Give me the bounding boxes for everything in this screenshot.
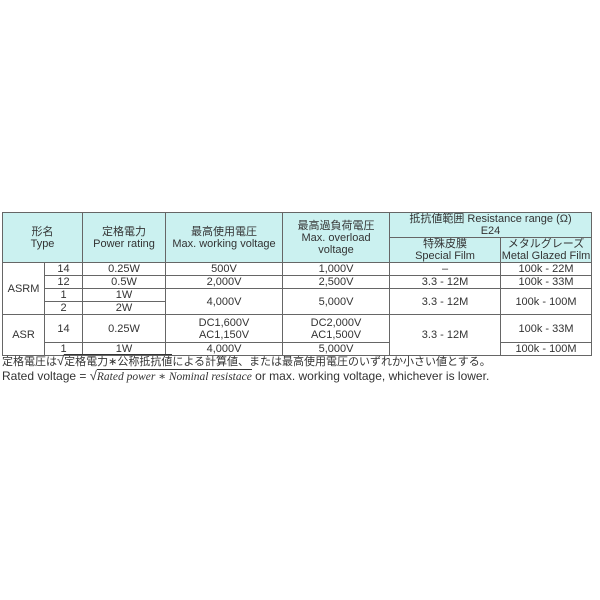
footnote-en-suffix: or max. working voltage, whichever is lo… [251, 369, 490, 383]
asrm-14-metal: 100k - 22M [500, 262, 593, 276]
radical-sign-en: √ [89, 368, 97, 383]
asrm-1-power: 1W [82, 288, 167, 302]
footnote-en: Rated voltage = √Rated power ∗ Nominal r… [2, 368, 489, 385]
header-row-1: 形名 Type 定格電力 Power rating 最高使用電圧 Max. wo… [1, 212, 593, 263]
header-type: 形名 Type [1, 212, 84, 263]
asrm-14-overload: 1,000V [282, 262, 391, 276]
header-max-working-voltage: 最高使用電圧 Max. working voltage [165, 212, 284, 263]
asrm-14-special: – [389, 262, 502, 276]
header-power-en: Power rating [93, 237, 155, 250]
asrm-12-special: 3.3 - 12M [389, 275, 502, 289]
asrm-1-2-working: 4,000V [165, 288, 284, 315]
table-row-asr-1: 1 1W 4,000V 5,000V 100k - 100M [3, 342, 593, 356]
asrm-12-sub: 12 [43, 275, 84, 289]
footnote-jp-suffix: による計算値、または最高使用電圧のいずれか小さい値とする。 [172, 356, 491, 368]
asr-1-sub: 1 [43, 342, 84, 356]
table-row-asrm-12: 12 0.5W 2,000V 2,500V 3.3 - 12M 100k - 3… [3, 275, 593, 289]
radical-sign-jp: √ [57, 353, 65, 368]
asrm-1-2-metal: 100k - 100M [500, 288, 593, 315]
asr-14-overload-dc: DC2,000V [310, 316, 362, 329]
header-overload-jp: 最高過負荷電圧 [297, 219, 375, 232]
asr-1-metal: 100k - 100M [500, 342, 593, 356]
header-power-rating: 定格電力 Power rating [82, 212, 167, 263]
asrm-12-working: 2,000V [165, 275, 284, 289]
asrm-12-metal: 100k - 33M [500, 275, 593, 289]
table-row-asrm-14: ASRM 14 0.25W 500V 1,000V – 100k - 22M [2, 262, 593, 315]
asr-14-working-dc: DC1,600V [198, 316, 250, 329]
footnote-jp-prefix: 定格電圧は [2, 356, 57, 368]
header-metal-en: Metal Glazed Film [501, 250, 591, 262]
header-overload-en: Max. overload voltage [301, 231, 371, 256]
asrm-1-sub: 1 [43, 288, 84, 302]
footnote-en-prefix: Rated voltage = [2, 369, 90, 383]
header-working-en: Max. working voltage [172, 237, 276, 250]
asrm-1-2-overload: 5,000V [282, 288, 391, 315]
header-type-en: Type [30, 237, 55, 250]
header-metal-jp: メタルグレーズ [507, 238, 585, 251]
asr-1-power: 1W [82, 342, 167, 356]
asr-1-working: 4,000V [165, 342, 284, 356]
header-resistance-range: 抵抗値範囲 Resistance range (Ω) E24 [389, 212, 593, 238]
asr-14-working-ac: AC1,150V [198, 328, 250, 341]
asr-14-metal: 100k - 33M [500, 314, 593, 343]
header-type-jp: 形名 [31, 225, 54, 238]
asrm-14-power: 0.25W [82, 262, 167, 276]
footnote-en-formula: Rated power ∗ Nominal resistace [96, 369, 252, 383]
table-row-asrm-1: 1 1W 4,000V 5,000V 3.3 - 12M 100k - 100M [3, 288, 593, 315]
header-max-overload-voltage: 最高過負荷電圧 Max. overload voltage [282, 212, 391, 263]
header-resistance-line1: 抵抗値範囲 Resistance range (Ω) [409, 213, 572, 226]
asrm-14-working: 500V [165, 262, 284, 276]
header-row-2: 特殊皮膜 Special Film メタルグレーズ Metal Glazed F… [3, 237, 593, 263]
header-special-jp: 特殊皮膜 [423, 238, 468, 251]
table-row-asr-14: ASR 14 0.25W DC1,600V AC1,150V DC2,000V … [2, 314, 593, 356]
footnote-jp: 定格電圧は√定格電力∗公称抵抗値による計算値、または最高使用電圧のいずれか小さい… [2, 354, 491, 369]
table-row-asrm-2: 2 2W [3, 301, 592, 315]
asr-14-working: DC1,600V AC1,150V [165, 314, 284, 343]
spec-table: 形名 Type 定格電力 Power rating 最高使用電圧 Max. wo… [1, 212, 593, 356]
asrm-2-sub: 2 [43, 301, 84, 315]
header-special-film: 特殊皮膜 Special Film [389, 237, 502, 263]
asrm-14-sub: 14 [43, 262, 84, 276]
asr-merged-special: 3.3 - 12M [389, 314, 502, 356]
asr-1-overload: 5,000V [282, 342, 391, 356]
asr-14-sub: 14 [43, 314, 84, 343]
asrm-12-overload: 2,500V [282, 275, 391, 289]
header-working-jp: 最高使用電圧 [191, 225, 258, 238]
asrm-type-cell: ASRM [2, 262, 45, 315]
asrm-2-power: 2W [82, 301, 167, 315]
header-metal-glazed-film: メタルグレーズ Metal Glazed Film [500, 237, 593, 263]
asrm-12-power: 0.5W [82, 275, 167, 289]
header-special-en: Special Film [415, 250, 475, 262]
asr-type-cell: ASR [2, 314, 45, 356]
asr-14-overload-ac: AC1,500V [310, 328, 362, 341]
footnote-jp-formula: 定格電力∗公称抵抗値 [64, 354, 173, 368]
header-resistance-line2: E24 [480, 225, 501, 237]
asrm-1-2-special: 3.3 - 12M [389, 288, 502, 315]
asr-14-power: 0.25W [82, 314, 167, 343]
asr-14-overload: DC2,000V AC1,500V [282, 314, 391, 343]
header-power-jp: 定格電力 [102, 225, 147, 238]
